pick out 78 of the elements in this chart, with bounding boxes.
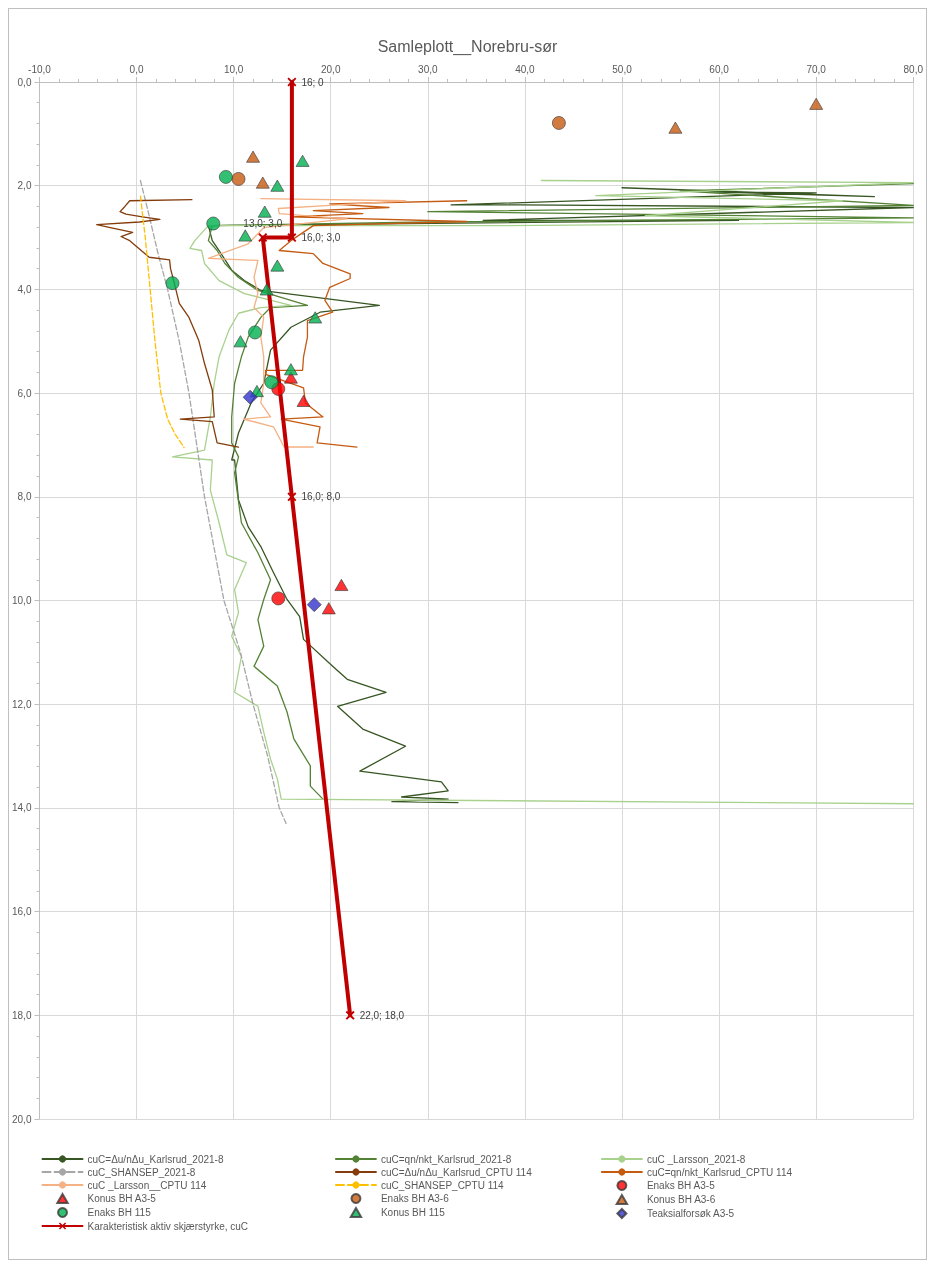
x-tick-label: 70,0	[806, 63, 827, 75]
line-series	[139, 179, 287, 825]
legend-label: Teaksialforsøk A3-5	[646, 1208, 735, 1219]
point	[296, 394, 311, 407]
chart-title: Samleplott__Norebru-sør	[377, 37, 558, 56]
point	[287, 233, 297, 243]
point	[284, 363, 298, 376]
legend-label: cuC_SHANSEP_2021-8	[87, 1166, 196, 1178]
point	[668, 121, 683, 134]
y-tick-label: 10,0	[11, 595, 32, 606]
point	[270, 259, 285, 272]
point	[246, 150, 260, 163]
x-tick-label: 0,0	[129, 63, 144, 75]
legend-label: cuC=qn/nkt_Karlsrud_2021-8	[380, 1153, 512, 1165]
y-tick-label: 18,0	[11, 1009, 32, 1021]
line-series	[265, 200, 468, 448]
point	[218, 169, 233, 184]
x-tick-label: 80,0	[903, 63, 924, 75]
legend-label: cuC_SHANSEP_CPTU 114	[380, 1179, 505, 1191]
point	[270, 179, 285, 192]
y-tick-label: 6,0	[17, 387, 32, 399]
point	[287, 77, 297, 87]
legend-label: cuC=qn/nkt_Karlsrud_CPTU 114	[646, 1166, 793, 1178]
point	[308, 311, 323, 324]
legend-label: Karakteristisk aktiv skjærstyrke, cuC	[87, 1220, 249, 1232]
point	[248, 325, 262, 340]
point	[321, 602, 336, 615]
point	[295, 154, 310, 167]
data-label: 22,0; 18,0	[359, 1009, 405, 1021]
legend-label: cuC _Larsson__CPTU 114	[87, 1179, 207, 1191]
point	[345, 1010, 355, 1020]
point	[271, 591, 286, 606]
x-tick-label: -10,0	[28, 63, 52, 75]
x-tick-label: 20,0	[321, 63, 341, 75]
point	[809, 97, 824, 110]
legend-label: Konus BH A3-6	[646, 1194, 716, 1205]
y-tick-label: 8,0	[17, 491, 32, 503]
legend-label: cuC _Larsson_2021-8	[646, 1153, 746, 1165]
line-series	[207, 198, 407, 448]
x-tick-label: 50,0	[612, 63, 633, 75]
x-tick-label: 60,0	[709, 63, 730, 75]
point	[287, 492, 297, 502]
y-tick-label: 12,0	[11, 698, 32, 710]
y-tick-label: 20,0	[11, 1113, 32, 1125]
legend-label: cuC=Δu/nΔu_Karlsrud_CPTU 114	[380, 1166, 533, 1178]
legend-label: Enaks BH A3-5	[646, 1180, 716, 1191]
y-tick-label: 0,0	[17, 76, 32, 88]
x-tick-label: 30,0	[418, 63, 438, 75]
point	[259, 283, 274, 296]
x-tick-label: 40,0	[515, 63, 536, 75]
point	[552, 116, 566, 130]
point	[255, 176, 270, 189]
legend-label: Konus BH 115	[380, 1207, 446, 1218]
point	[242, 389, 258, 405]
legend-label: Konus BH A3-5	[87, 1193, 157, 1204]
y-tick-label: 16,0	[11, 906, 32, 918]
point	[206, 216, 221, 231]
y-tick-label: 2,0	[17, 180, 32, 192]
legend-label: Enaks BH 115	[87, 1207, 152, 1218]
y-tick-label: 14,0	[11, 802, 32, 814]
point	[306, 597, 322, 613]
point	[238, 229, 253, 242]
point	[258, 233, 268, 243]
y-tick-label: 4,0	[17, 283, 32, 295]
data-label: 16,0; 8,0	[301, 491, 341, 503]
data-label: 16,0; 3,0	[301, 232, 341, 244]
line-series	[96, 199, 240, 448]
point	[231, 172, 246, 186]
point	[334, 578, 349, 591]
legend-label: Enaks BH A3-6	[380, 1193, 450, 1204]
point	[257, 205, 272, 218]
legend-label: cuC=Δu/nΔu_Karlsrud_2021-8	[87, 1153, 224, 1165]
point	[264, 375, 279, 390]
point	[165, 276, 180, 291]
data-label: 16; 0	[301, 76, 325, 88]
x-tick-label: 10,0	[223, 63, 244, 75]
line-series	[139, 195, 185, 449]
point	[233, 335, 248, 348]
